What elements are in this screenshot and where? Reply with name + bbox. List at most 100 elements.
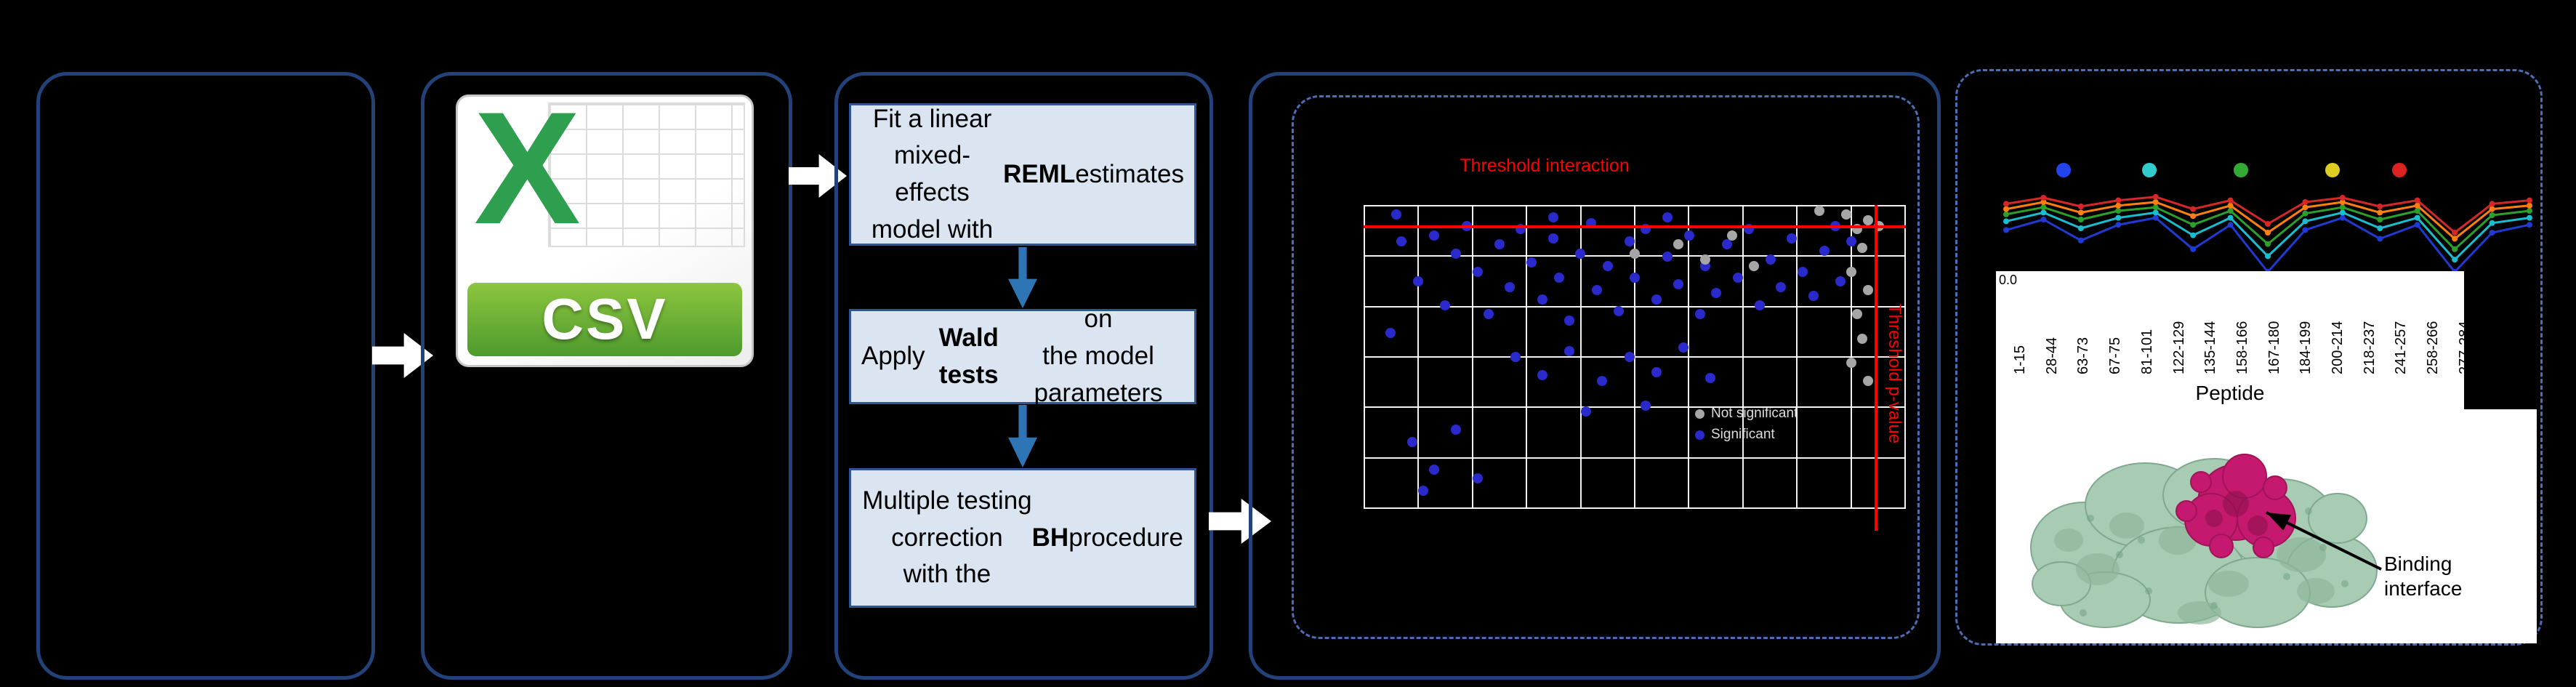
step-text: estimates <box>1075 159 1184 188</box>
uptake-series-marker <box>2190 222 2197 228</box>
data-point <box>1732 273 1743 284</box>
uptake-series-marker <box>2152 199 2159 205</box>
step-text: Apply <box>861 342 925 371</box>
csv-file-icon: X CSV <box>456 79 754 367</box>
data-point <box>1591 285 1602 296</box>
data-point <box>1787 233 1798 244</box>
peptide-tick-label: 184-199 <box>2298 321 2314 374</box>
data-point <box>1765 254 1776 265</box>
data-point <box>1798 266 1808 277</box>
uptake-series-marker <box>2003 227 2009 233</box>
binding-interface-arrow <box>2266 511 2382 571</box>
uptake-series-marker <box>2190 246 2197 252</box>
grid-line-horizontal <box>1364 305 1906 308</box>
timepoint-dot-icon <box>2056 163 2071 177</box>
uptake-series-marker <box>2414 214 2420 221</box>
data-point <box>1407 437 1418 448</box>
peptide-tick-label: 122-129 <box>2170 321 2187 374</box>
data-point <box>1846 236 1857 247</box>
step-text: Fit a linear mixed- effects model with <box>871 104 994 244</box>
uptake-series-marker <box>2527 214 2532 221</box>
data-point <box>1396 236 1407 247</box>
data-point <box>1754 300 1765 310</box>
data-point <box>1439 300 1450 310</box>
peptide-tick-label: 241-257 <box>2393 321 2410 374</box>
data-point <box>1537 294 1548 305</box>
peptide-tick-label: 277-284 <box>2456 321 2473 374</box>
data-point <box>1597 376 1608 387</box>
data-point <box>1814 206 1824 217</box>
data-point <box>1548 233 1559 244</box>
uptake-series-marker <box>2302 210 2309 217</box>
step-text-bold: BH <box>1031 523 1069 552</box>
binding-interface-texture <box>2205 491 2268 536</box>
uptake-series-marker <box>2489 220 2495 226</box>
step-wald-tests: Apply Wald tests on the model parameters <box>849 305 1196 407</box>
uptake-series-marker <box>2227 214 2234 221</box>
uptake-series-marker <box>2339 195 2346 201</box>
uptake-series-marker <box>2452 236 2458 242</box>
uptake-series-marker <box>2339 204 2346 211</box>
data-point <box>1710 288 1721 299</box>
uptake-series-marker <box>2152 204 2159 211</box>
step-text-bold: Wald tests <box>938 323 999 389</box>
panel-statistical-analysis <box>834 72 1213 680</box>
data-point <box>1613 306 1624 317</box>
peptide-tick-label: 218-237 <box>2361 321 2378 374</box>
uptake-series-marker <box>2377 236 2383 242</box>
uptake-series-marker <box>2302 199 2309 205</box>
uptake-series-marker <box>2077 225 2084 231</box>
uptake-series-marker <box>2414 197 2420 204</box>
uptake-series-marker <box>2265 230 2271 236</box>
data-point <box>1580 406 1591 417</box>
grid-line-horizontal <box>1364 507 1906 509</box>
data-point <box>1862 214 1873 225</box>
data-point <box>1412 276 1423 286</box>
uptake-series-marker <box>2040 209 2047 216</box>
uptake-series-marker <box>2414 202 2420 209</box>
csv-banner-label: CSV <box>467 282 742 356</box>
uptake-series-marker <box>2452 230 2458 236</box>
uptake-series-marker <box>2152 214 2159 221</box>
data-point <box>1428 464 1439 475</box>
data-point <box>1808 291 1819 302</box>
panel-csv-file <box>421 72 792 680</box>
peptide-tick-label: 1-15 <box>2012 345 2028 374</box>
data-point <box>1846 358 1857 369</box>
uptake-series-marker <box>2414 222 2420 228</box>
data-point <box>1819 245 1830 256</box>
uptake-series-marker <box>2527 208 2532 214</box>
timepoint-dot-icon <box>2234 163 2248 177</box>
uptake-series-marker <box>2339 214 2346 221</box>
uptake-series-marker <box>2115 222 2122 228</box>
global-visualization-frame <box>1292 95 1920 639</box>
data-point <box>1472 473 1483 484</box>
data-point <box>1705 373 1716 384</box>
data-point <box>1450 248 1461 259</box>
uptake-series-marker <box>2152 209 2159 216</box>
data-point <box>1673 278 1683 289</box>
uptake-series-marker <box>2527 202 2532 209</box>
data-point <box>1575 248 1586 259</box>
uptake-series-marker <box>2190 206 2197 212</box>
data-point <box>1851 309 1862 320</box>
data-point <box>1630 273 1640 284</box>
uptake-series-marker <box>2115 202 2122 209</box>
step-fit-model: Fit a linear mixed- effects model with R… <box>849 103 1196 246</box>
data-point <box>1840 209 1851 220</box>
data-point <box>1862 376 1873 387</box>
data-point <box>1857 333 1868 344</box>
peptide-tick-label: 167-180 <box>2266 321 2282 374</box>
data-point <box>1385 327 1396 338</box>
uptake-series-marker <box>2077 204 2084 209</box>
uptake-series-marker <box>2302 218 2309 225</box>
data-point <box>1683 230 1694 241</box>
data-point <box>1835 276 1846 286</box>
panel-global-visualization <box>1249 72 1941 680</box>
data-point <box>1624 352 1635 362</box>
uptake-series-marker <box>2115 197 2122 204</box>
protein-structure <box>2030 454 2382 628</box>
uptake-series-marker <box>2003 211 2009 217</box>
uptake-series-marker <box>2227 222 2234 228</box>
uptake-series-marker <box>2077 237 2084 244</box>
